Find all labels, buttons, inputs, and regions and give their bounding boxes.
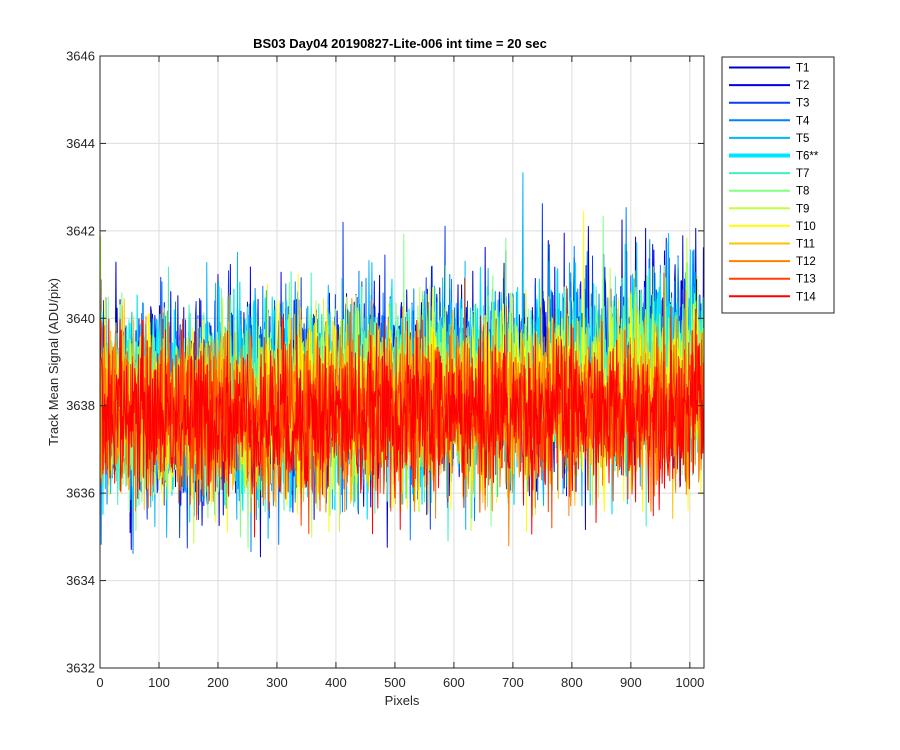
x-tick-label: 300: [266, 675, 288, 690]
y-tick-label: 3640: [66, 311, 95, 326]
legend-label: T13: [796, 274, 816, 286]
legend-label: T10: [796, 221, 816, 233]
x-tick-label: 1000: [675, 675, 704, 690]
plot-frame: [99, 55, 705, 669]
y-tick-label: 3634: [66, 573, 95, 588]
legend-label: T6**: [796, 151, 819, 163]
legend-label: T9: [796, 203, 809, 215]
x-tick-label: 600: [443, 675, 465, 690]
legend-label: T14: [796, 291, 816, 303]
x-tick-label: 800: [561, 675, 583, 690]
x-axis-label: Pixels: [385, 693, 420, 708]
y-tick-label: 3644: [66, 136, 95, 151]
legend-label: T11: [796, 239, 815, 251]
y-tick-label: 3632: [66, 661, 95, 676]
legend-label: T2: [796, 80, 809, 92]
y-tick-label: 3642: [66, 223, 95, 238]
x-tick-label: 400: [325, 675, 347, 690]
legend-label: T7: [796, 168, 809, 180]
x-tick-label: 500: [384, 675, 406, 690]
ticks: 0 100 200 300 400 500 600 700 800 900 1000 3632 3634…: [66, 49, 704, 691]
x-tick-label: 0: [96, 675, 103, 690]
legend-label: T3: [796, 98, 809, 110]
x-tick-label: 200: [207, 675, 229, 690]
legend-label: T4: [796, 115, 810, 127]
y-tick-label: 3636: [66, 486, 95, 501]
chart-title: BS03 Day04 20190827-Lite-006 int time = …: [253, 36, 547, 51]
series-line-t14: [99, 272, 704, 538]
legend-box: [721, 56, 835, 314]
y-tick-label: 3638: [66, 398, 95, 413]
y-tick-label: 3646: [66, 49, 95, 64]
legend-label: T5: [796, 133, 809, 145]
x-tick-label: 700: [502, 675, 524, 690]
series-group: [99, 172, 705, 558]
legend-label: T8: [796, 186, 809, 198]
y-axis-label: Track Mean Signal (ADU/pix): [46, 278, 61, 446]
legend: T1 T2 T3 T4 T5 T6** T7 T8 T9 T10 T11 T12 T13 T14: [721, 56, 835, 314]
x-tick-label: 100: [148, 675, 170, 690]
legend-label: T12: [796, 256, 816, 268]
legend-label: T1: [796, 63, 809, 75]
x-tick-label: 900: [620, 675, 642, 690]
